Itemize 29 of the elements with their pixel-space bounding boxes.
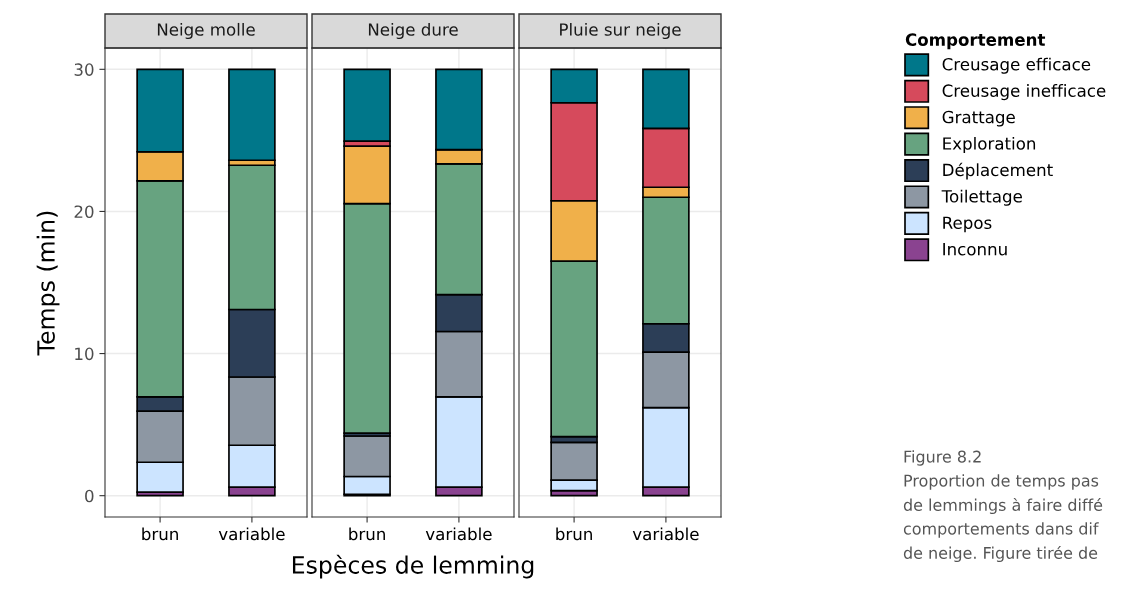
legend-title: Comportement	[905, 33, 1046, 50]
y-tick-label: 20	[74, 205, 94, 219]
y-tick-label: 30	[74, 63, 94, 76]
y-tick-label: 0	[85, 489, 94, 503]
legend-label: Grattage	[942, 110, 1015, 127]
y-tick-label: 10	[75, 347, 94, 361]
y-axis-title: Temps (min)	[36, 211, 60, 356]
legend-label: Déplacement	[943, 162, 1053, 180]
x-tick-label: variable	[425, 527, 492, 541]
legend-label: Repos	[943, 216, 992, 233]
text: de neige. Figure tirée de	[903, 545, 1098, 563]
legend-label: Creusage inefficace	[942, 84, 1106, 101]
caption: Figure 8.2	[904, 450, 981, 466]
x-tick-label: variable	[218, 527, 285, 541]
x-tick-label: brun	[556, 527, 592, 541]
legend-label: Inconnu	[943, 243, 1007, 256]
x-tick-label: variable	[632, 527, 699, 541]
x-tick-label: brun	[142, 527, 178, 541]
text: de lemmings à faire diffé	[903, 497, 1103, 515]
chart-title: Pluie sur neige	[560, 22, 681, 40]
legend-label: Exploration	[943, 136, 1036, 154]
legend-label: Toilettage	[941, 189, 1022, 206]
x-axis-title: Espèces de lemming	[292, 554, 534, 579]
legend-label: Creusage efficace	[942, 57, 1091, 74]
chart-title: Neige dure	[368, 22, 458, 40]
chart-title: Neige molle	[157, 22, 255, 40]
x-tick-label: brun	[349, 527, 385, 541]
text: Proportion de temps pas	[904, 474, 1099, 490]
text: comportements dans dif	[903, 522, 1099, 538]
